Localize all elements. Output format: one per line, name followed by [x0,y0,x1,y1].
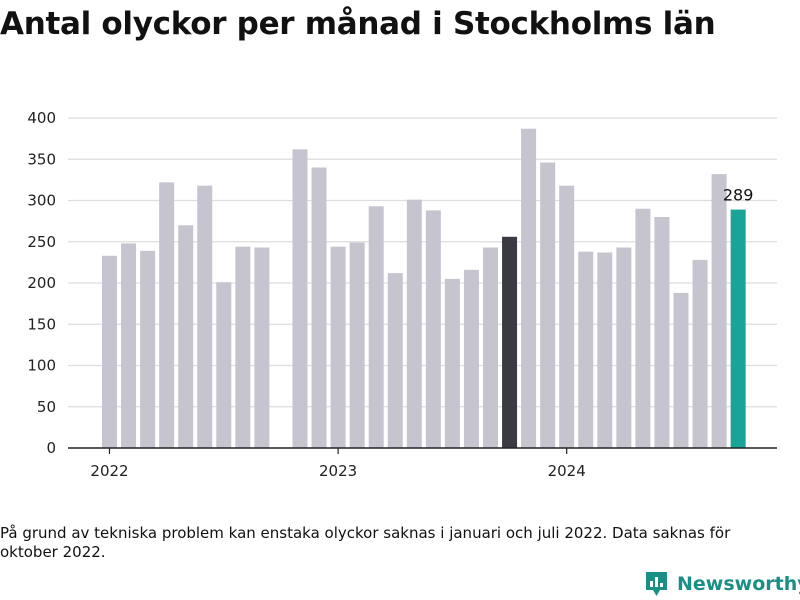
bar [730,209,746,448]
newsworthy-logo[interactable]: Newsworthy [644,570,800,598]
y-tick-label: 400 [27,109,56,127]
bar [711,174,727,448]
bar [502,236,518,448]
bar [463,269,479,448]
bars [102,128,746,449]
bar [559,185,575,448]
y-tick-label: 0 [46,439,56,457]
bar [197,185,213,448]
y-tick-label: 300 [27,192,56,210]
bar [654,217,670,448]
y-tick-label: 200 [27,274,56,292]
bar [140,250,156,448]
bar [483,247,498,448]
bar [597,252,613,448]
bar [121,243,137,448]
bar [178,225,194,448]
bar [368,206,384,448]
bar [349,242,365,448]
bar [254,247,270,448]
bar [425,210,441,448]
chart-title: Antal olyckor per månad i Stockholms län [0,6,716,42]
current-value-label: 289 [723,186,754,205]
y-tick-label: 50 [37,398,56,416]
bar [540,162,556,449]
bar [635,208,651,448]
bar [692,259,708,448]
bar [159,182,175,448]
y-tick-label: 150 [27,315,56,333]
x-tick-label: 2023 [319,462,357,480]
footnote: På grund av tekniska problem kan enstaka… [0,524,731,561]
y-tick-label: 350 [27,150,56,168]
x-tick-label: 2024 [548,462,586,480]
bar [311,167,327,448]
value-labels: 289 [723,186,754,205]
newsworthy-icon [646,572,667,596]
x-axis: 2022 2023 2024 [68,447,777,480]
gridlines [68,117,777,408]
y-tick-label: 250 [27,233,56,251]
bar [102,255,117,448]
bar [444,278,460,448]
bar-chart: 0 50 100 150 200 250 300 350 400 2022 2023 2024 28… [27,109,777,480]
bar [521,128,537,448]
y-axis-ticks: 0 50 100 150 200 250 300 350 400 [27,109,56,457]
bar [387,273,403,448]
bar [673,292,689,448]
bar [235,246,251,448]
bar [292,149,308,448]
bar [616,247,632,448]
brand-name: Newsworthy [677,573,800,595]
y-tick-label: 100 [27,357,56,375]
bar [330,246,346,448]
bar [406,199,422,448]
x-tick-label: 2022 [90,462,128,480]
bar [578,251,594,448]
bar [216,282,232,448]
